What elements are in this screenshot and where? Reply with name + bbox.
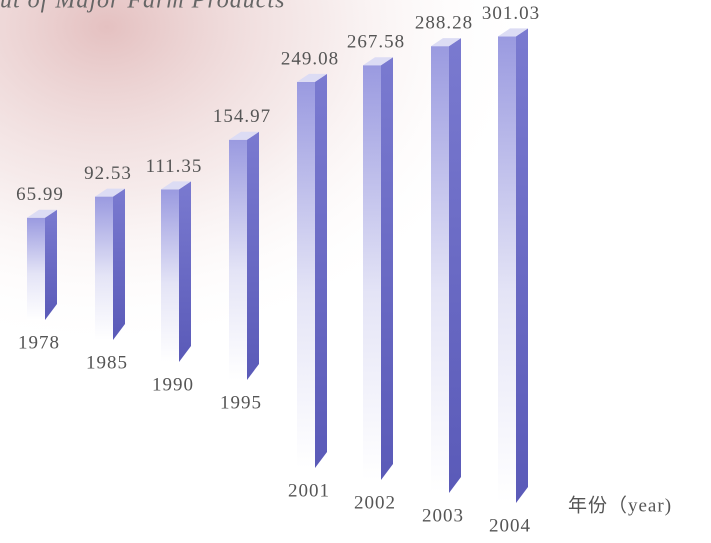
- bar-top: [431, 38, 461, 47]
- bar-side: [45, 209, 57, 320]
- bar-top: [27, 209, 57, 218]
- bar-front: [498, 36, 516, 503]
- chart-title: ut of Major Farm Products: [0, 0, 285, 14]
- bar-side: [516, 28, 528, 503]
- x-tick-label: 1985: [86, 352, 128, 373]
- bar-side: [449, 38, 461, 493]
- value-label: 267.58: [347, 32, 405, 53]
- bar-top: [297, 73, 327, 82]
- value-label: 92.53: [84, 163, 132, 184]
- value-label: 249.08: [281, 48, 339, 69]
- bar-side: [179, 181, 191, 362]
- bar: [297, 73, 327, 469]
- bar-front: [363, 65, 381, 480]
- bar-side: [381, 57, 393, 480]
- bar-side: [315, 73, 327, 469]
- bar: [27, 209, 57, 320]
- value-label: 154.97: [213, 106, 271, 127]
- bar: [363, 57, 393, 480]
- bar: [95, 188, 125, 340]
- bar: [229, 131, 259, 380]
- bar-front: [297, 81, 315, 469]
- bar: [431, 38, 461, 493]
- bar: [498, 28, 528, 503]
- bar-front: [161, 189, 179, 362]
- x-tick-label: 1978: [18, 332, 60, 353]
- value-label: 65.99: [16, 184, 64, 205]
- bar-side: [247, 131, 259, 380]
- value-label: 111.35: [146, 156, 203, 177]
- bar-front: [95, 196, 113, 340]
- value-label: 288.28: [415, 13, 473, 34]
- bar-front: [431, 46, 449, 493]
- bar: [161, 181, 191, 362]
- bar-top: [95, 188, 125, 197]
- bar-top: [161, 181, 191, 190]
- x-tick-label: 1990: [152, 374, 194, 395]
- bar-front: [229, 139, 247, 380]
- x-tick-label: 2004: [489, 515, 531, 536]
- bar-top: [363, 57, 393, 66]
- value-label: 301.03: [482, 3, 540, 24]
- x-tick-label: 2003: [422, 505, 464, 526]
- bar-front: [27, 217, 45, 320]
- bar-top: [229, 131, 259, 140]
- x-tick-label: 2001: [288, 480, 330, 501]
- x-tick-label: 1995: [220, 392, 262, 413]
- x-tick-label: 2002: [354, 492, 396, 513]
- bar-top: [498, 28, 528, 37]
- x-axis-label: 年份（year): [568, 494, 672, 516]
- bar-side: [113, 188, 125, 340]
